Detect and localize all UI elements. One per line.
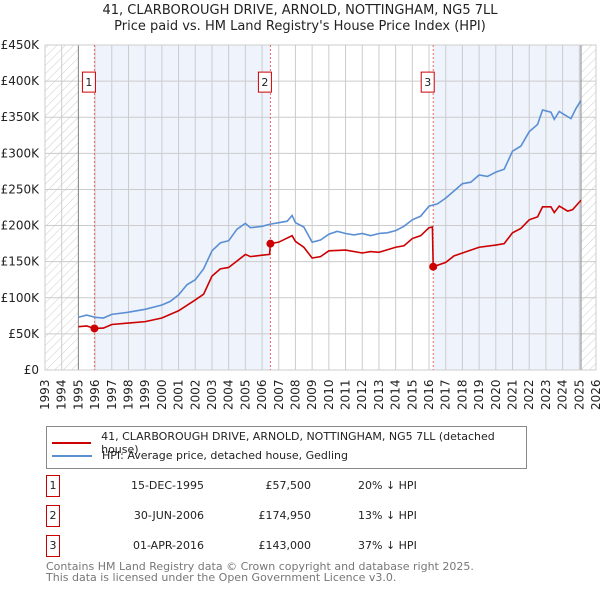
sale-marker-label: 2: [46, 505, 60, 527]
x-tick-label: 2000: [155, 379, 169, 410]
sale-marker-label: 3: [46, 535, 60, 557]
sale-price: £174,950: [258, 509, 312, 522]
sale-point: [266, 239, 275, 248]
price-paid-line: [78, 199, 582, 330]
legend-item-hpi: HPI: Average price, detached house, Gedl…: [52, 449, 348, 462]
y-tick-label: £400K: [1, 74, 41, 88]
red-line-swatch: [52, 442, 92, 444]
legend: 41, CLARBOROUGH DRIVE, ARNOLD, NOTTINGHA…: [46, 426, 527, 469]
sale-hpi-diff: 37% ↓ HPI: [358, 539, 417, 552]
x-tick-label: 2014: [389, 379, 403, 410]
x-tick-label: 2011: [339, 379, 353, 410]
y-tick-label: £350K: [1, 110, 41, 124]
x-tick-label: 2023: [539, 379, 553, 410]
chart-subtitle: Price paid vs. HM Land Registry's House …: [114, 19, 486, 34]
y-tick-label: £150K: [1, 255, 41, 269]
x-tick-label: 2004: [222, 379, 236, 410]
sale-marker-number: 2: [261, 76, 268, 89]
sale-point: [90, 324, 99, 333]
sale-marker-number: 3: [424, 76, 431, 89]
sale-row: 2 30-JUN-2006 £174,950 13% ↓ HPI: [46, 505, 446, 527]
sale-marker-label: 1: [46, 475, 60, 497]
sale-row: 3 01-APR-2016 £143,000 37% ↓ HPI: [46, 535, 446, 557]
x-tick-label: 1999: [138, 379, 152, 410]
x-tick-label: 2026: [589, 379, 600, 410]
sale-hpi-diff: 13% ↓ HPI: [358, 509, 417, 522]
sale-price: £143,000: [258, 539, 312, 552]
sale-date: 01-APR-2016: [132, 539, 204, 552]
y-tick-label: £200K: [1, 219, 41, 233]
y-tick-label: £50K: [8, 327, 40, 341]
x-tick-label: 2016: [422, 379, 436, 410]
x-tick-label: 1993: [38, 379, 52, 410]
sale-date: 15-DEC-1995: [130, 479, 204, 492]
footer-line: Contains HM Land Registry data © Crown c…: [46, 560, 474, 573]
y-tick-label: £0: [24, 363, 39, 377]
shaded-period: [433, 45, 581, 370]
footer-line: This data is licensed under the Open Gov…: [46, 571, 397, 584]
x-tick-label: 2015: [405, 379, 419, 410]
x-tick-label: 1996: [88, 379, 102, 410]
x-tick-label: 2005: [238, 379, 252, 410]
x-tick-label: 2019: [472, 379, 486, 410]
x-tick-label: 2001: [172, 379, 186, 410]
hpi-line: [78, 100, 582, 319]
footer: Contains HM Land Registry data © Crown c…: [46, 561, 474, 583]
legend-item-property: 41, CLARBOROUGH DRIVE, ARNOLD, NOTTINGHA…: [52, 430, 526, 456]
sale-price: £57,500: [265, 479, 312, 492]
x-tick-label: 2020: [489, 379, 503, 410]
x-tick-label: 2013: [372, 379, 386, 410]
x-tick-label: 2012: [355, 379, 369, 410]
sale-marker-box: [257, 71, 272, 93]
x-tick-label: 2009: [305, 379, 319, 410]
chart-title: 41, CLARBOROUGH DRIVE, ARNOLD, NOTTINGHA…: [102, 3, 498, 18]
sale-date: 30-JUN-2006: [133, 509, 204, 522]
sale-marker-box: [420, 71, 435, 93]
x-tick-label: 2018: [455, 379, 469, 410]
blue-line-swatch: [52, 454, 92, 457]
y-tick-label: £300K: [1, 146, 41, 160]
legend-label: HPI: Average price, detached house, Gedl…: [102, 449, 348, 462]
x-tick-label: 2007: [272, 379, 286, 410]
x-tick-label: 2006: [255, 379, 269, 410]
price-chart: 1993 1994 1995 1996 1997 1998 1999 2000 2001 2002…: [1, 38, 600, 410]
shaded-period: [94, 45, 271, 370]
sale-point: [429, 262, 438, 271]
x-tick-label: 2025: [572, 379, 586, 410]
x-tick-label: 2008: [288, 379, 302, 410]
x-tick-label: 1994: [55, 379, 69, 410]
legend-label: 41, CLARBOROUGH DRIVE, ARNOLD, NOTTINGHA…: [101, 430, 495, 456]
x-tick-label: 2010: [322, 379, 336, 410]
sale-marker-box: [81, 71, 96, 93]
hatched-region-after: [580, 45, 596, 370]
x-tick-label: 2021: [506, 379, 520, 410]
x-tick-label: 2002: [188, 379, 202, 410]
x-tick-label: 2017: [439, 379, 453, 410]
x-tick-label: 2003: [205, 379, 219, 410]
sale-marker-number: 1: [85, 76, 92, 89]
sale-hpi-diff: 20% ↓ HPI: [358, 479, 417, 492]
x-tick-label: 1995: [71, 379, 85, 410]
x-tick-label: 2024: [556, 379, 570, 410]
x-tick-label: 1998: [121, 379, 135, 410]
x-tick-label: 1997: [105, 379, 119, 410]
sale-row: 1 15-DEC-1995 £57,500 20% ↓ HPI: [46, 475, 446, 497]
y-tick-label: £250K: [1, 182, 41, 196]
y-tick-label: £450K: [1, 38, 41, 52]
x-tick-label: 2022: [522, 379, 536, 410]
plot-border: [44, 44, 597, 371]
y-tick-label: £100K: [1, 291, 41, 305]
